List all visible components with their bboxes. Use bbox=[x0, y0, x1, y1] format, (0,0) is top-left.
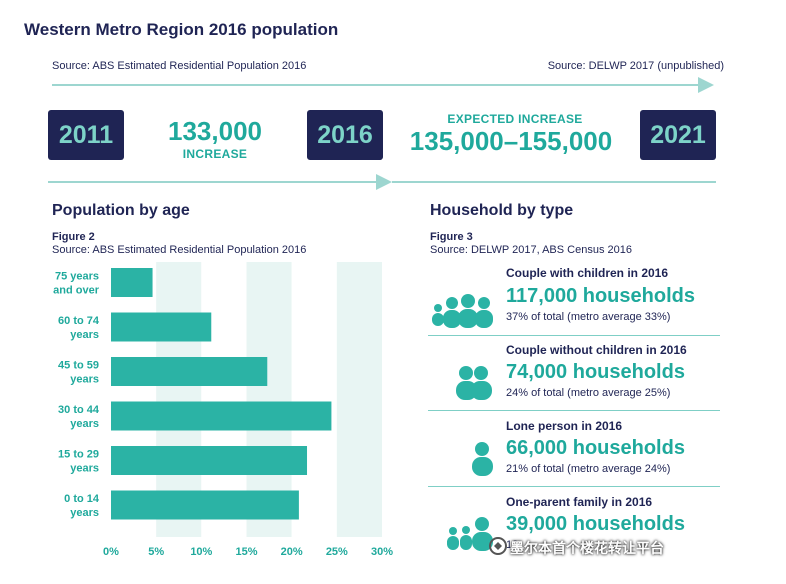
category-label: 0 to 14 years bbox=[64, 493, 100, 519]
watermark-text: 墨尔本首个楼花转让平台 bbox=[510, 540, 664, 556]
category-label: 45 to 59 years bbox=[58, 360, 99, 386]
household-item-value: 74,000 households bbox=[506, 361, 685, 383]
year-2011-box: 2011 bbox=[48, 110, 124, 160]
year-2021-box: 2021 bbox=[640, 110, 716, 160]
household-item-one-parent-family: One-parent family in 2016 39,000 househo… bbox=[428, 493, 720, 553]
household-item-couple-with-children: Couple with children in 2016 117,000 hou… bbox=[428, 264, 720, 334]
page-title: Western Metro Region 2016 population bbox=[24, 20, 339, 39]
household-item-value: 117,000 households bbox=[506, 285, 695, 307]
timeline-source-left: Source: ABS Estimated Residential Popula… bbox=[52, 60, 307, 72]
bar-2 bbox=[111, 357, 268, 386]
category-label: 75 years and over bbox=[53, 271, 100, 297]
chart-band bbox=[336, 262, 382, 537]
household-item-value: 39,000 households bbox=[506, 513, 685, 535]
age-figure-label: Figure 2 bbox=[52, 231, 95, 243]
x-tick-label: 10% bbox=[190, 546, 212, 558]
bar-0 bbox=[111, 268, 153, 297]
category-label: 15 to 29 years bbox=[58, 449, 99, 475]
household-item-label: Lone person in 2016 bbox=[506, 419, 623, 433]
x-tick-label: 20% bbox=[281, 546, 303, 558]
bar-3 bbox=[111, 401, 332, 431]
family-icon bbox=[432, 294, 493, 328]
increase-value: 133,000 bbox=[168, 116, 262, 146]
household-item-share: 24% of total (metro average 25%) bbox=[506, 387, 671, 399]
household-heading: Household by type bbox=[430, 202, 574, 219]
watermark-logo-icon bbox=[489, 537, 507, 555]
increase-label: INCREASE bbox=[182, 147, 248, 161]
household-item-label: Couple with children in 2016 bbox=[506, 266, 669, 280]
parent-child-icon bbox=[447, 517, 493, 551]
household-source: Source: DELWP 2017, ABS Census 2016 bbox=[430, 244, 632, 256]
household-item-couple-without-children: Couple without children in 2016 74,000 h… bbox=[428, 341, 720, 409]
lower-arrow-line bbox=[48, 181, 378, 183]
category-label: 30 to 44 years bbox=[58, 404, 100, 430]
upper-arrow-head bbox=[698, 77, 714, 93]
upper-arrow-line-projection bbox=[328, 84, 698, 86]
household-item-label: One-parent family in 2016 bbox=[506, 495, 653, 509]
year-2016-box: 2016 bbox=[307, 110, 383, 160]
upper-arrow-line bbox=[52, 84, 328, 86]
age-source: Source: ABS Estimated Residential Popula… bbox=[52, 244, 307, 256]
household-figure-label: Figure 3 bbox=[430, 231, 473, 243]
x-tick-label: 5% bbox=[148, 546, 164, 558]
household-item-share: 37% of total (metro average 33%) bbox=[506, 311, 671, 323]
age-heading: Population by age bbox=[52, 202, 190, 219]
chart-band bbox=[291, 262, 337, 537]
household-divider bbox=[428, 410, 720, 411]
household-item-lone-person: Lone person in 2016 66,000 households 21… bbox=[428, 417, 720, 485]
bar-5 bbox=[111, 490, 299, 520]
expected-increase-value: 135,000–155,000 bbox=[409, 126, 613, 156]
lower-arrow-head bbox=[376, 174, 392, 190]
bar-1 bbox=[111, 312, 212, 342]
household-item-share: 13 bbox=[506, 539, 519, 551]
couple-icon bbox=[456, 366, 492, 400]
population-by-age-chart: 75 years and over 60 to 74 years 45 to 59 yea… bbox=[53, 262, 393, 558]
expected-increase-label: EXPECTED INCREASE bbox=[447, 112, 583, 126]
x-tick-label: 15% bbox=[235, 546, 257, 558]
x-tick-label: 0% bbox=[103, 546, 119, 558]
x-tick-label: 30% bbox=[371, 546, 393, 558]
x-tick-label: 25% bbox=[326, 546, 348, 558]
category-label: 60 to 74 years bbox=[58, 315, 100, 341]
household-divider bbox=[428, 335, 720, 336]
timeline-source-right: Source: DELWP 2017 (unpublished) bbox=[547, 60, 724, 72]
household-divider bbox=[428, 486, 720, 487]
household-item-share: 21% of total (metro average 24%) bbox=[506, 463, 671, 475]
household-item-label: Couple without children in 2016 bbox=[506, 343, 687, 357]
lower-arrow-extension bbox=[392, 181, 716, 183]
household-item-value: 66,000 households bbox=[506, 437, 685, 459]
person-icon bbox=[472, 442, 493, 476]
bar-4 bbox=[111, 446, 308, 475]
